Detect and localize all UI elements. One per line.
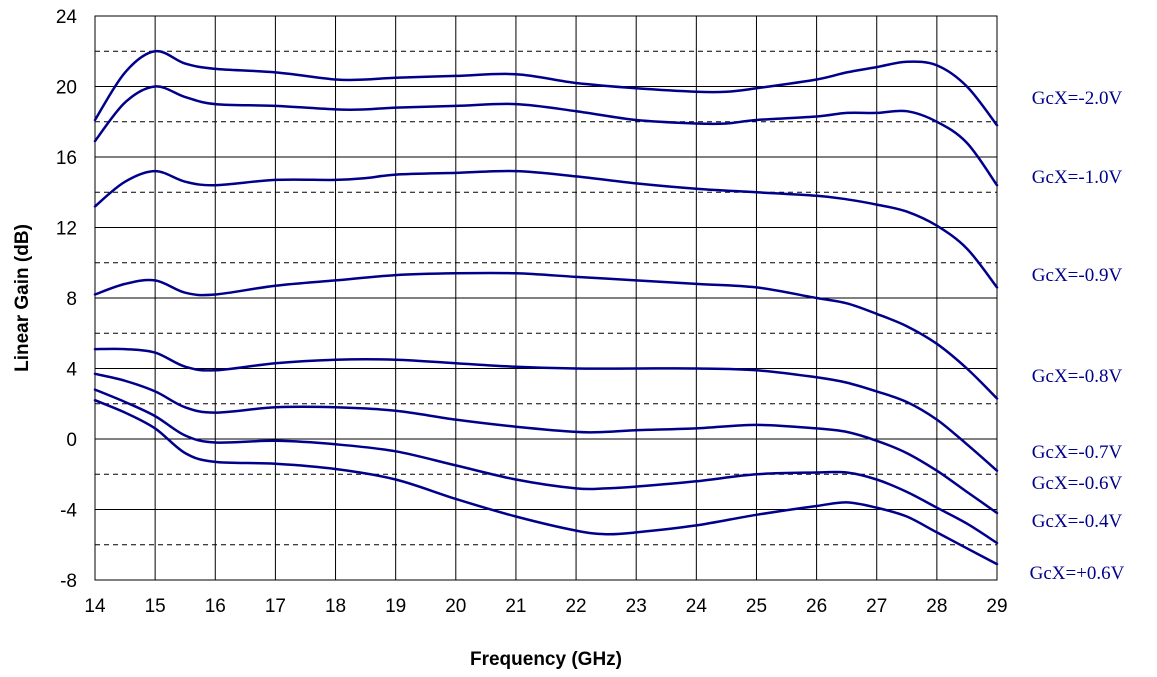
series-line-1 [93, 50, 999, 127]
series-label: GcX=-1.0V [1032, 167, 1123, 188]
plot-area-frame [94, 15, 998, 581]
x-tick-label: 15 [145, 596, 166, 617]
x-tick-label: 25 [746, 596, 767, 617]
series-line-7 [93, 388, 999, 545]
x-tick-label: 28 [926, 596, 947, 617]
x-tick-label: 23 [626, 596, 647, 617]
y-tick-label: 16 [56, 148, 77, 169]
x-tick-label: 24 [686, 596, 708, 617]
x-tick-label: 22 [565, 596, 586, 617]
series-label: GcX=-2.0V [1032, 88, 1123, 109]
x-tick-label: 17 [265, 596, 286, 617]
y-tick-label: 8 [66, 289, 77, 310]
series-label: GcX=-0.7V [1032, 442, 1123, 463]
series-label: GcX=-0.4V [1032, 511, 1123, 532]
series-line-5 [93, 347, 999, 472]
y-axis-title: Linear Gain (dB) [12, 224, 33, 372]
y-tick-label: 20 [56, 78, 77, 99]
y-tick-labels: -8 -4 0 4 8 12 16 20 24 [56, 7, 78, 592]
x-tick-label: 27 [866, 596, 887, 617]
x-tick-label: 19 [385, 596, 406, 617]
x-axis-title: Frequency (GHz) [470, 649, 622, 670]
y-tick-label: 12 [56, 219, 77, 240]
x-tick-label: 26 [806, 596, 827, 617]
series-lines [93, 50, 999, 566]
series-line-2 [93, 85, 999, 187]
series-line-6 [93, 372, 999, 515]
x-tick-label: 20 [445, 596, 466, 617]
series-label: GcX=-0.9V [1032, 265, 1123, 286]
x-tick-labels: 14 15 16 17 18 19 20 21 22 23 24 25 26 27 28 29 [84, 596, 1007, 617]
series-line-3 [93, 169, 999, 289]
series-line-8 [93, 398, 999, 566]
series-labels: GcX=-2.0V GcX=-1.0V GcX=-0.9V GcX=-0.8V GcX=… [1030, 88, 1125, 584]
x-tick-label: 18 [325, 596, 346, 617]
x-tick-label: 14 [84, 596, 106, 617]
y-tick-label: -4 [60, 501, 77, 522]
y-tick-label: 24 [56, 7, 78, 28]
series-label: GcX=+0.6V [1030, 563, 1125, 584]
grid [94, 15, 998, 581]
series-label: GcX=-0.6V [1032, 473, 1123, 494]
y-tick-label: 4 [66, 360, 77, 381]
series-label: GcX=-0.8V [1032, 366, 1123, 387]
series-line-4 [93, 271, 999, 400]
x-tick-label: 21 [505, 596, 526, 617]
x-tick-label: 29 [986, 596, 1007, 617]
x-tick-label: 16 [205, 596, 226, 617]
y-tick-label: -8 [60, 571, 77, 592]
y-tick-label: 0 [66, 430, 77, 451]
